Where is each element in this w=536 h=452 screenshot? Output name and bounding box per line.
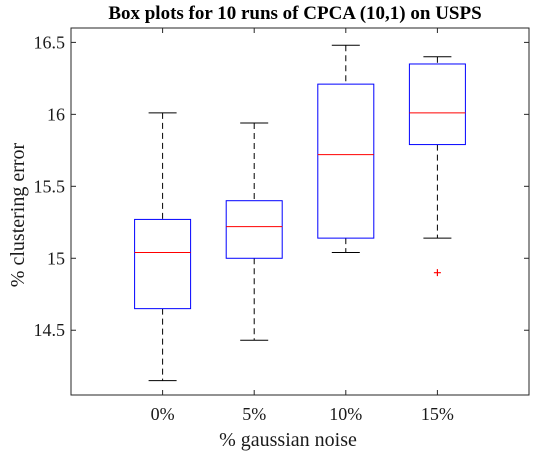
box-iqr <box>225 200 283 259</box>
y-tick-label: 16.5 <box>34 32 66 52</box>
box-iqr <box>317 83 375 239</box>
y-tick-label: 14.5 <box>34 320 66 340</box>
axes-frame <box>70 27 530 396</box>
y-tick-label: 16 <box>47 104 65 124</box>
x-tick-label: 0% <box>151 404 175 424</box>
x-tick-label: 5% <box>242 404 266 424</box>
chart-title: Box plots for 10 runs of CPCA (10,1) on … <box>108 3 481 24</box>
box-iqr <box>408 63 466 146</box>
outlier-marker <box>433 269 441 277</box>
plot-area: 14.5 15 15.5 16 16.5 0% 5% 10% 15% <box>34 27 530 424</box>
y-axis-label: % clustering error <box>7 142 29 287</box>
box-iqr <box>134 218 192 310</box>
y-tick-label: 15.5 <box>34 176 66 196</box>
x-axis-label: % gaussian noise <box>219 429 357 451</box>
y-tick-label: 15 <box>47 248 65 268</box>
x-tick-label: 10% <box>329 404 362 424</box>
x-tick-label: 15% <box>421 404 454 424</box>
